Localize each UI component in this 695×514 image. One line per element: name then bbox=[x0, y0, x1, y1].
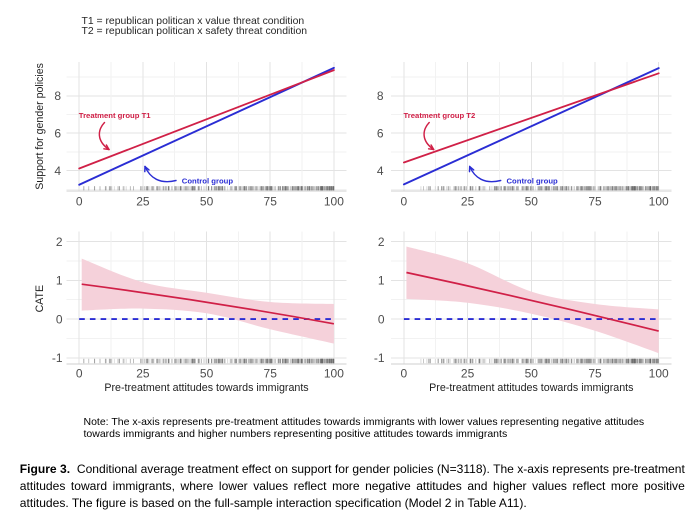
svg-text:25: 25 bbox=[461, 367, 475, 381]
svg-text:8: 8 bbox=[377, 89, 384, 103]
svg-text:0: 0 bbox=[401, 367, 408, 381]
svg-text:-1: -1 bbox=[374, 351, 385, 365]
svg-text:Control group: Control group bbox=[507, 176, 559, 185]
svg-text:100: 100 bbox=[324, 195, 344, 209]
svg-text:75: 75 bbox=[588, 367, 602, 381]
svg-text:Treatment group T2: Treatment group T2 bbox=[404, 111, 476, 120]
svg-text:2: 2 bbox=[56, 235, 63, 249]
svg-text:25: 25 bbox=[136, 195, 150, 209]
svg-text:100: 100 bbox=[649, 195, 669, 209]
svg-text:0: 0 bbox=[378, 312, 385, 326]
svg-text:Pre-treatment attitudes toward: Pre-treatment attitudes towards immigran… bbox=[104, 382, 308, 394]
svg-text:1: 1 bbox=[56, 274, 63, 288]
svg-text:25: 25 bbox=[461, 195, 475, 209]
svg-text:Support for gender policies: Support for gender policies bbox=[34, 63, 46, 190]
svg-text:0: 0 bbox=[76, 195, 83, 209]
svg-text:25: 25 bbox=[136, 367, 150, 381]
svg-text:-1: -1 bbox=[52, 351, 63, 365]
svg-text:6: 6 bbox=[377, 127, 384, 141]
svg-text:4: 4 bbox=[377, 164, 384, 178]
svg-text:50: 50 bbox=[200, 367, 214, 381]
svg-text:75: 75 bbox=[264, 195, 278, 209]
svg-text:Pre-treatment attitudes toward: Pre-treatment attitudes towards immigran… bbox=[429, 382, 633, 394]
svg-text:8: 8 bbox=[54, 89, 61, 103]
svg-text:0: 0 bbox=[401, 195, 408, 209]
svg-text:2: 2 bbox=[378, 235, 385, 249]
svg-text:Control group: Control group bbox=[182, 176, 234, 185]
svg-text:CATE: CATE bbox=[34, 285, 46, 312]
svg-text:6: 6 bbox=[54, 127, 61, 141]
svg-text:0: 0 bbox=[76, 367, 83, 381]
svg-text:0: 0 bbox=[56, 312, 63, 326]
svg-text:4: 4 bbox=[54, 164, 61, 178]
svg-text:1: 1 bbox=[378, 274, 385, 288]
svg-text:100: 100 bbox=[324, 367, 344, 381]
svg-text:50: 50 bbox=[525, 367, 539, 381]
svg-text:50: 50 bbox=[200, 195, 214, 209]
svg-text:75: 75 bbox=[264, 367, 278, 381]
svg-text:75: 75 bbox=[588, 195, 602, 209]
svg-text:50: 50 bbox=[525, 195, 539, 209]
svg-text:Treatment group T1: Treatment group T1 bbox=[79, 111, 151, 120]
svg-text:100: 100 bbox=[649, 367, 669, 381]
